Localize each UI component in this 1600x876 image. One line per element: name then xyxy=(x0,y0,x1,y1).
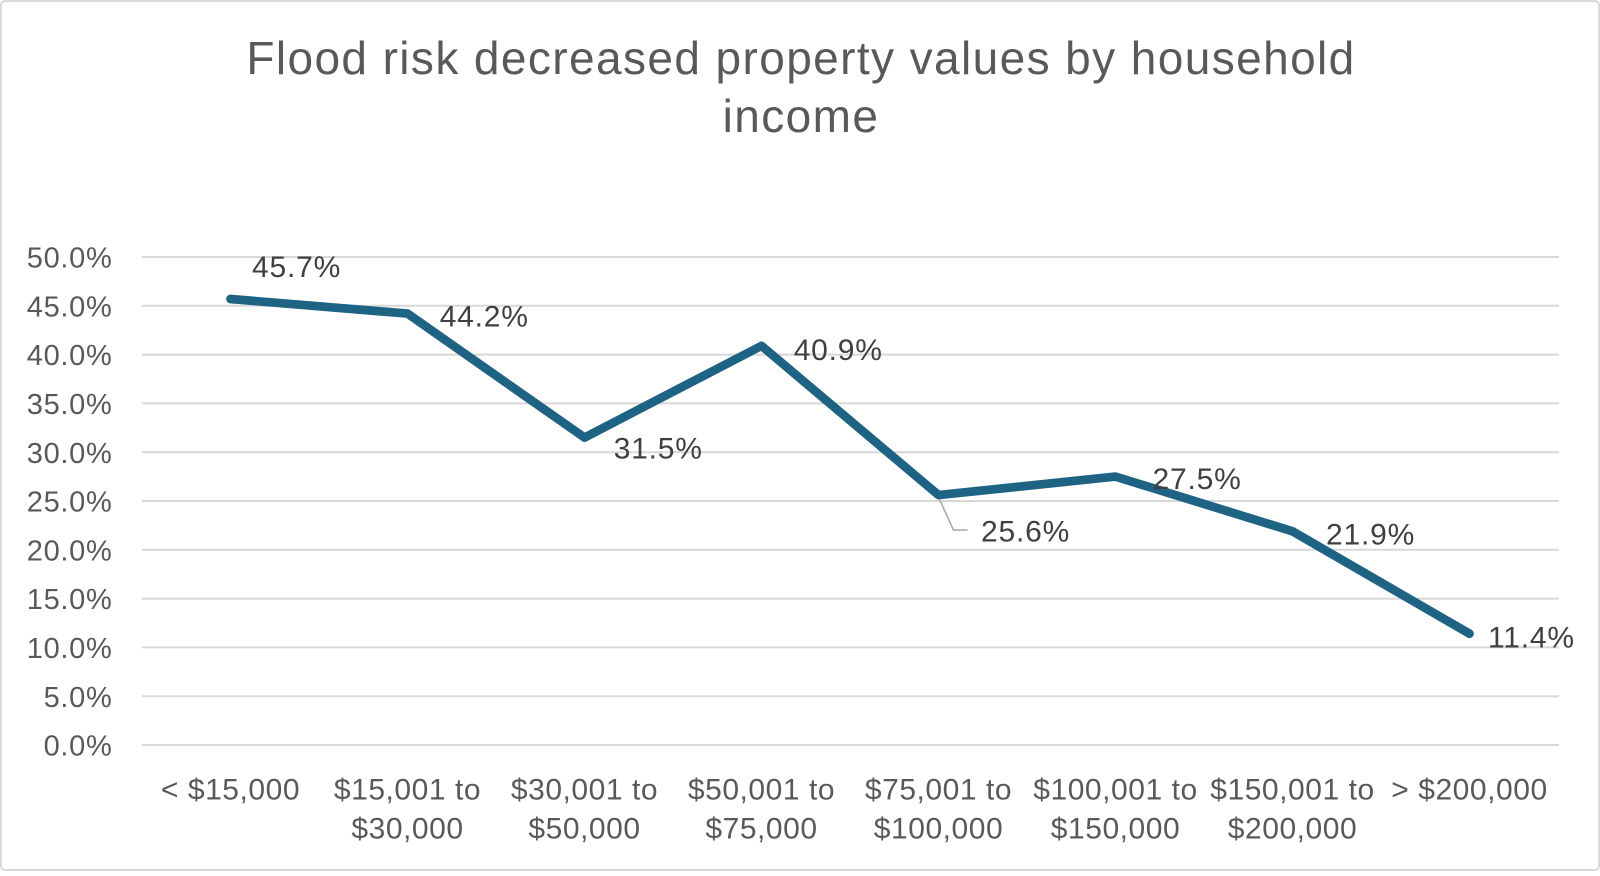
svg-text:45.7%: 45.7% xyxy=(252,251,341,284)
svg-text:20.0%: 20.0% xyxy=(27,535,113,567)
svg-text:$100,000: $100,000 xyxy=(874,813,1004,846)
svg-text:income: income xyxy=(723,90,880,142)
svg-text:30.0%: 30.0% xyxy=(27,438,113,470)
svg-text:$30,001 to: $30,001 to xyxy=(511,774,658,807)
svg-text:0.0%: 0.0% xyxy=(44,731,113,763)
svg-text:$30,000: $30,000 xyxy=(351,813,463,846)
svg-text:40.0%: 40.0% xyxy=(27,340,113,372)
svg-text:< $15,000: < $15,000 xyxy=(161,774,300,807)
svg-text:27.5%: 27.5% xyxy=(1153,463,1242,496)
svg-text:$75,000: $75,000 xyxy=(705,813,817,846)
svg-text:40.9%: 40.9% xyxy=(794,334,883,367)
svg-text:31.5%: 31.5% xyxy=(614,433,703,466)
svg-text:$200,000: $200,000 xyxy=(1228,813,1358,846)
svg-text:> $200,000: > $200,000 xyxy=(1391,774,1547,807)
svg-text:45.0%: 45.0% xyxy=(27,291,113,323)
svg-text:$15,001 to: $15,001 to xyxy=(334,774,481,807)
svg-text:25.0%: 25.0% xyxy=(27,487,113,519)
svg-text:5.0%: 5.0% xyxy=(44,682,113,714)
svg-text:$150,000: $150,000 xyxy=(1051,813,1181,846)
svg-text:$100,001 to: $100,001 to xyxy=(1033,774,1198,807)
svg-text:11.4%: 11.4% xyxy=(1488,622,1575,655)
svg-text:$75,001 to: $75,001 to xyxy=(865,774,1012,807)
svg-text:35.0%: 35.0% xyxy=(27,389,113,421)
svg-text:Flood risk decreased property: Flood risk decreased property values by … xyxy=(246,32,1355,84)
svg-text:25.6%: 25.6% xyxy=(981,516,1070,549)
svg-text:10.0%: 10.0% xyxy=(27,633,113,665)
svg-text:$50,001 to: $50,001 to xyxy=(688,774,835,807)
svg-text:44.2%: 44.2% xyxy=(440,301,529,334)
svg-text:50.0%: 50.0% xyxy=(27,243,113,275)
svg-text:15.0%: 15.0% xyxy=(27,584,113,616)
svg-text:$50,000: $50,000 xyxy=(528,813,640,846)
svg-text:21.9%: 21.9% xyxy=(1326,519,1415,552)
svg-text:$150,001 to: $150,001 to xyxy=(1210,774,1375,807)
